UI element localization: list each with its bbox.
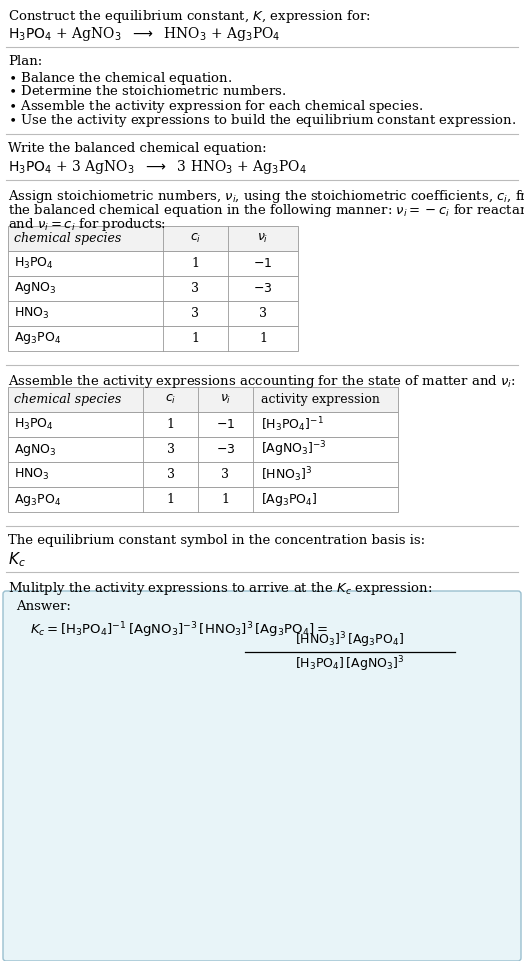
Text: 1: 1	[222, 493, 230, 506]
Text: 3: 3	[167, 443, 174, 456]
Text: $[\mathrm{Ag_3PO_4}]$: $[\mathrm{Ag_3PO_4}]$	[261, 491, 318, 508]
Text: $\bullet$ Balance the chemical equation.: $\bullet$ Balance the chemical equation.	[8, 70, 233, 87]
Text: $K_c$: $K_c$	[8, 550, 26, 569]
Text: $\mathrm{HNO_3}$: $\mathrm{HNO_3}$	[14, 306, 50, 321]
Text: $\mathrm{Ag_3PO_4}$: $\mathrm{Ag_3PO_4}$	[14, 491, 61, 507]
Text: $\mathrm{H_3PO_4}$: $\mathrm{H_3PO_4}$	[14, 256, 54, 271]
Text: 1: 1	[191, 257, 200, 270]
Text: $\bullet$ Assemble the activity expression for each chemical species.: $\bullet$ Assemble the activity expressi…	[8, 98, 423, 115]
Text: 3: 3	[259, 307, 267, 320]
Text: The equilibrium constant symbol in the concentration basis is:: The equilibrium constant symbol in the c…	[8, 534, 425, 547]
Text: $[\mathrm{HNO_3}]^3$: $[\mathrm{HNO_3}]^3$	[261, 465, 312, 483]
Text: 3: 3	[191, 282, 200, 295]
Text: 1: 1	[191, 332, 200, 345]
Text: $-1$: $-1$	[254, 257, 272, 270]
Text: Mulitply the activity expressions to arrive at the $K_c$ expression:: Mulitply the activity expressions to arr…	[8, 580, 432, 597]
Text: $\mathrm{H_3PO_4}$ + 3 AgNO$_3$  $\longrightarrow$  3 HNO$_3$ + Ag$_3$PO$_4$: $\mathrm{H_3PO_4}$ + 3 AgNO$_3$ $\longri…	[8, 158, 307, 176]
Bar	[8, 487, 398, 512]
Text: $\mathrm{HNO_3}$: $\mathrm{HNO_3}$	[14, 467, 50, 482]
Text: Write the balanced chemical equation:: Write the balanced chemical equation:	[8, 142, 267, 155]
Text: $\bullet$ Determine the stoichiometric numbers.: $\bullet$ Determine the stoichiometric n…	[8, 84, 286, 98]
Text: $\nu_i$: $\nu_i$	[257, 232, 269, 245]
Bar	[8, 301, 298, 326]
Text: chemical species: chemical species	[14, 393, 121, 406]
Text: $\mathrm{Ag_3PO_4}$: $\mathrm{Ag_3PO_4}$	[14, 331, 61, 347]
Text: chemical species: chemical species	[14, 232, 121, 245]
Text: Answer:: Answer:	[16, 600, 71, 613]
Bar	[8, 226, 298, 251]
Text: $[\mathrm{HNO_3}]^3\,[\mathrm{Ag_3PO_4}]$: $[\mathrm{HNO_3}]^3\,[\mathrm{Ag_3PO_4}]…	[296, 630, 405, 650]
Text: $[\mathrm{H_3PO_4}]\,[\mathrm{AgNO_3}]^3$: $[\mathrm{H_3PO_4}]\,[\mathrm{AgNO_3}]^3…	[296, 654, 405, 674]
Bar	[8, 462, 398, 487]
Text: $\nu_i$: $\nu_i$	[220, 393, 231, 407]
Text: and $\nu_i = c_i$ for products:: and $\nu_i = c_i$ for products:	[8, 216, 166, 233]
Bar	[8, 437, 398, 462]
Text: 1: 1	[167, 418, 174, 431]
Text: $[\mathrm{H_3PO_4}]^{-1}$: $[\mathrm{H_3PO_4}]^{-1}$	[261, 415, 324, 433]
Text: 1: 1	[167, 493, 174, 506]
Bar	[8, 412, 398, 437]
Text: $\bullet$ Use the activity expressions to build the equilibrium constant express: $\bullet$ Use the activity expressions t…	[8, 112, 516, 129]
Text: $\mathrm{H_3PO_4}$: $\mathrm{H_3PO_4}$	[14, 417, 54, 432]
Text: $\mathrm{AgNO_3}$: $\mathrm{AgNO_3}$	[14, 281, 57, 297]
Text: 3: 3	[167, 468, 174, 481]
Text: Assemble the activity expressions accounting for the state of matter and $\nu_i$: Assemble the activity expressions accoun…	[8, 373, 516, 390]
Text: Plan:: Plan:	[8, 55, 42, 68]
Text: Construct the equilibrium constant, $K$, expression for:: Construct the equilibrium constant, $K$,…	[8, 8, 370, 25]
Bar	[8, 251, 298, 276]
Text: the balanced chemical equation in the following manner: $\nu_i = -c_i$ for react: the balanced chemical equation in the fo…	[8, 202, 524, 219]
Text: $c_i$: $c_i$	[165, 393, 176, 407]
Text: $-3$: $-3$	[253, 282, 272, 295]
Text: $\mathrm{H_3PO_4}$ + AgNO$_3$  $\longrightarrow$  HNO$_3$ + Ag$_3$PO$_4$: $\mathrm{H_3PO_4}$ + AgNO$_3$ $\longrigh…	[8, 25, 280, 43]
Text: 3: 3	[191, 307, 200, 320]
Text: $[\mathrm{AgNO_3}]^{-3}$: $[\mathrm{AgNO_3}]^{-3}$	[261, 440, 327, 459]
Text: $K_c = [\mathrm{H_3PO_4}]^{-1}\,[\mathrm{AgNO_3}]^{-3}\,[\mathrm{HNO_3}]^3\,[\ma: $K_c = [\mathrm{H_3PO_4}]^{-1}\,[\mathrm…	[30, 620, 327, 640]
Text: activity expression: activity expression	[261, 393, 380, 406]
Bar	[8, 276, 298, 301]
Text: $c_i$: $c_i$	[190, 232, 201, 245]
Text: Assign stoichiometric numbers, $\nu_i$, using the stoichiometric coefficients, $: Assign stoichiometric numbers, $\nu_i$, …	[8, 188, 524, 205]
Text: 1: 1	[259, 332, 267, 345]
Text: $-1$: $-1$	[216, 418, 235, 431]
Bar	[8, 326, 298, 351]
Bar	[8, 387, 398, 412]
Text: $-3$: $-3$	[216, 443, 235, 456]
Text: $\mathrm{AgNO_3}$: $\mathrm{AgNO_3}$	[14, 441, 57, 457]
Text: 3: 3	[222, 468, 230, 481]
FancyBboxPatch shape	[3, 591, 521, 961]
